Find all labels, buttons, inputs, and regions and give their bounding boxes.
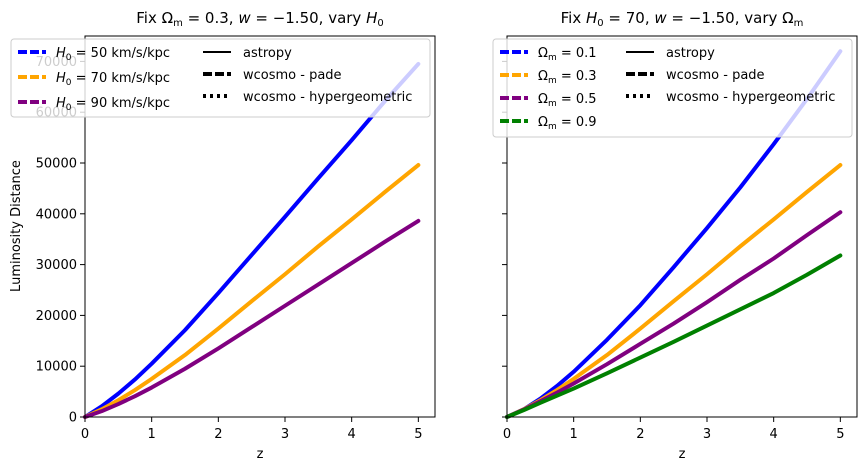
- panel-2-x-tick-label: 5: [836, 427, 844, 442]
- legend-label-astropy-2: astropy: [666, 46, 715, 61]
- panel-1-y-tick-label: 40000: [36, 207, 77, 222]
- panel-2-x-tick-label: 3: [703, 427, 711, 442]
- panel-1-x-tick-label: 0: [81, 427, 89, 442]
- legend-label-om-0-5: Ωm = 0.5: [538, 92, 597, 109]
- panel-2-x-ticks: 0 1 2 3 4 5: [503, 417, 844, 442]
- panel-1-legend: H0 = 50 km/s/kpc H0 = 70 km/s/kpc H0 = 9…: [10, 38, 431, 118]
- legend-label-hypergeometric-2: wcosmo - hypergeometric: [666, 90, 835, 105]
- panel-2-title: Fix H0 = 70, w = −1.50, vary Ωm: [561, 9, 804, 29]
- panel-1-x-tick-label: 2: [214, 427, 222, 442]
- panel-1-y-axis-label: Luminosity Distance: [9, 160, 24, 292]
- legend-label-pade: wcosmo - pade: [243, 68, 342, 83]
- panel-1-y-tick-label: 10000: [36, 360, 77, 375]
- panel-2: Fix H0 = 70, w = −1.50, vary Ωm 0 1 2 3 4 5 z…: [492, 9, 858, 462]
- legend-label-hypergeometric: wcosmo - hypergeometric: [243, 90, 412, 105]
- legend-label-pade-2: wcosmo - pade: [666, 68, 765, 83]
- panel-1-x-tick-label: 5: [414, 427, 422, 442]
- legend-label-om-0-9: Ωm = 0.9: [538, 115, 597, 132]
- panel-1-y-tick-label: 50000: [36, 157, 77, 172]
- legend-label-h0-70: H0 = 70 km/s/kpc: [56, 71, 170, 88]
- panel-2-x-tick-label: 2: [636, 427, 644, 442]
- panel-1-plot-area: [83, 61, 421, 419]
- panel-1-x-ticks: 0 1 2 3 4 5: [81, 417, 422, 442]
- panel-2-series-line-4: [505, 253, 843, 419]
- panel-2-x-tick-label: 1: [570, 427, 578, 442]
- panel-1-legend-box: [10, 38, 431, 118]
- panel-1-y-tick-label: 0: [69, 411, 77, 426]
- panel-1-frame: [84, 35, 436, 418]
- panel-1-series-line-1: [83, 61, 421, 419]
- panel-1-x-tick-label: 3: [281, 427, 289, 442]
- panel-1-x-axis-label: z: [257, 447, 264, 462]
- panel-2-legend-box: [492, 38, 853, 138]
- panel-1-series-line-2: [83, 163, 421, 419]
- panel-2-x-tick-label: 4: [770, 427, 778, 442]
- legend-label-astropy: astropy: [243, 46, 292, 61]
- panel-1-title: Fix Ωm = 0.3, w = −1.50, vary H0: [136, 9, 384, 29]
- legend-label-om-0-1: Ωm = 0.1: [538, 46, 597, 63]
- panel-2-plot-area: [505, 49, 843, 419]
- panel-1-x-tick-label: 4: [348, 427, 356, 442]
- panel-1-series-line-3: [83, 218, 421, 419]
- panel-2-x-axis-label: z: [679, 447, 686, 462]
- panel-2-series-line-2: [505, 163, 843, 419]
- panel-2-x-tick-label: 0: [503, 427, 511, 442]
- panel-1-x-tick-label: 1: [148, 427, 156, 442]
- panel-2-legend: Ωm = 0.1 Ωm = 0.3 Ωm = 0.5 Ωm = 0.9 astr…: [492, 38, 853, 138]
- legend-label-h0-90: H0 = 90 km/s/kpc: [56, 96, 170, 113]
- legend-label-h0-50: H0 = 50 km/s/kpc: [56, 46, 170, 63]
- panel-1-y-tick-label: 30000: [36, 258, 77, 273]
- panel-2-frame: [506, 35, 858, 418]
- panel-1-y-tick-label: 20000: [36, 309, 77, 324]
- legend-label-om-0-3: Ωm = 0.3: [538, 69, 597, 86]
